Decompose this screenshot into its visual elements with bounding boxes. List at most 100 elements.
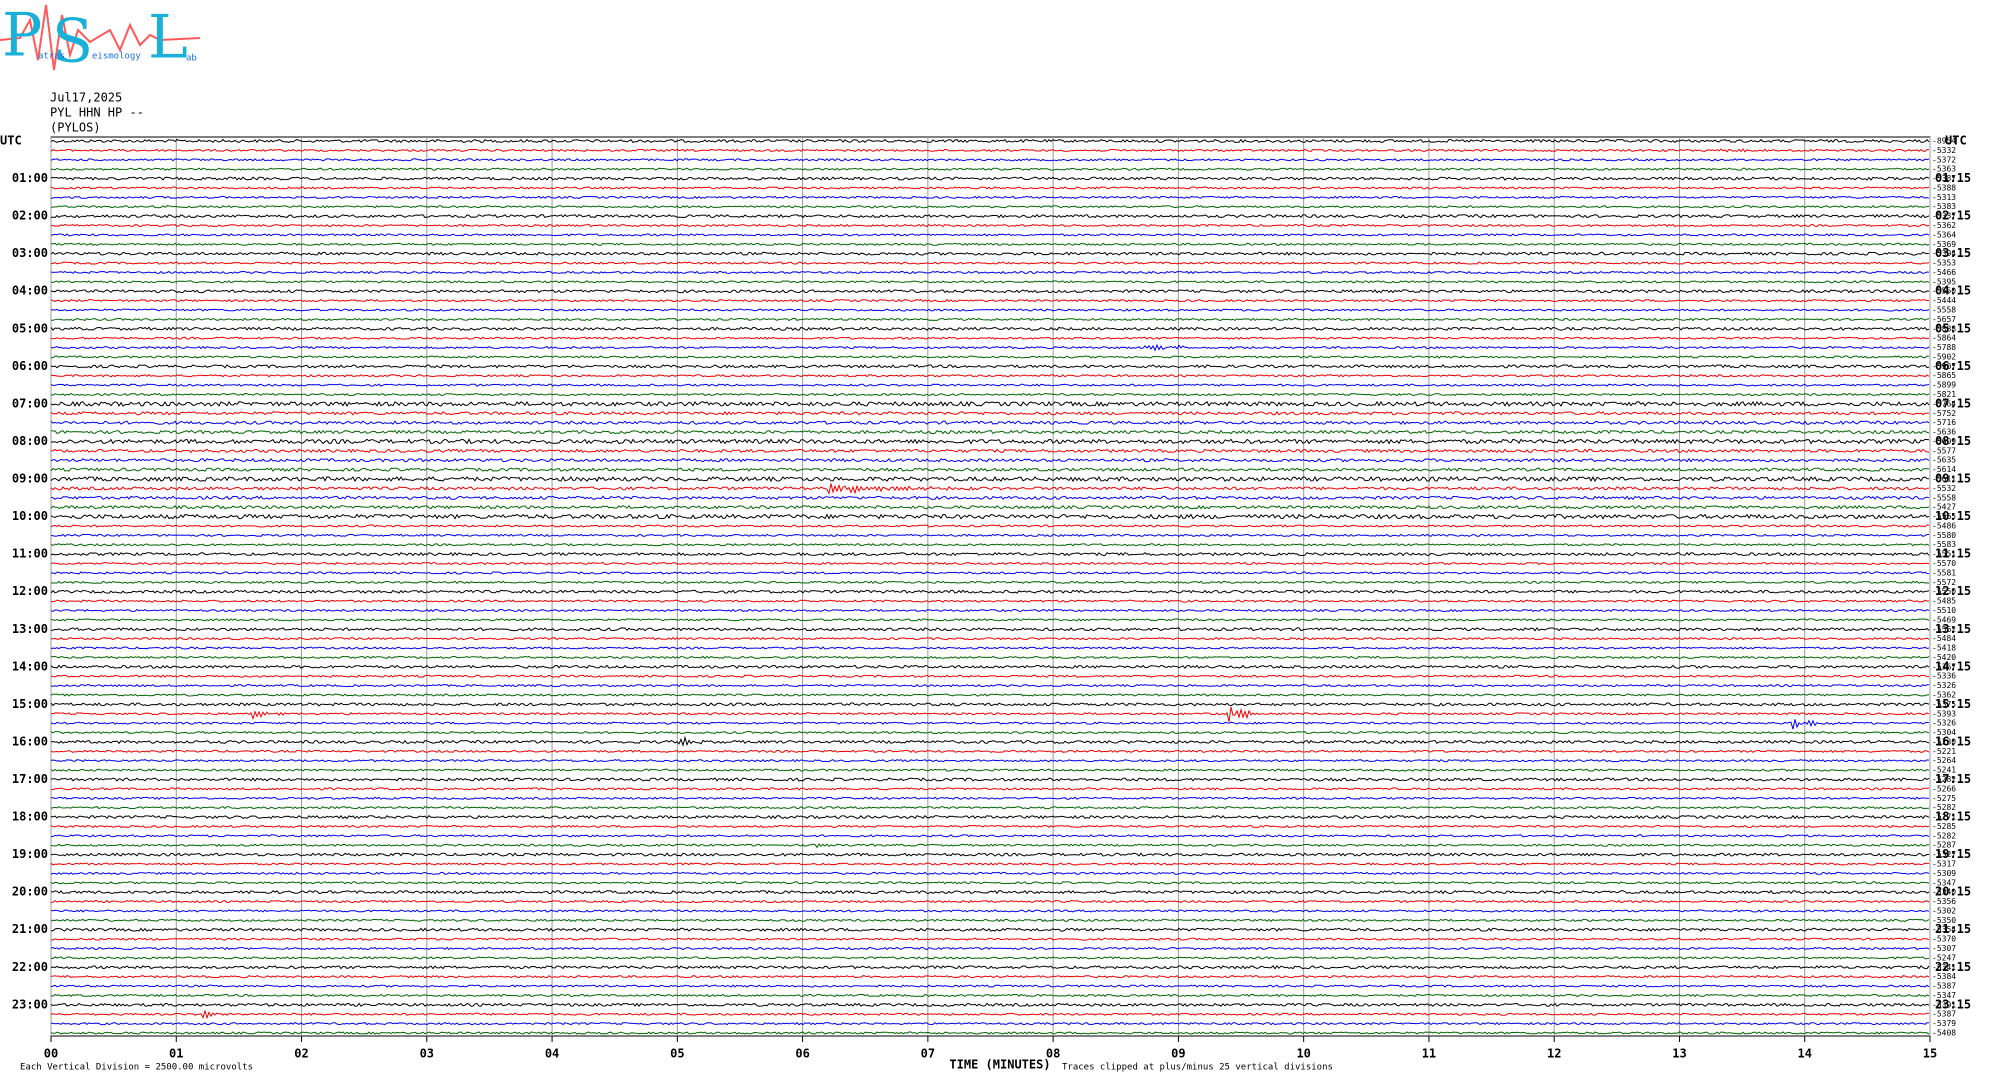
trace [50,223,1930,228]
trace-offset: -5353 [1932,259,1956,268]
trace-offset: -5657 [1932,315,1956,324]
trace [50,956,1930,960]
trace [50,495,1930,501]
scale-note: Each Vertical Division = 2500.00 microvo… [20,1063,253,1073]
trace-offset: -5363 [1932,165,1956,174]
place: (PYLOS) [50,121,101,135]
trace [50,796,1930,800]
trace [50,138,1930,144]
clip-note: Traces clipped at plus/minus 25 vertical… [1062,1063,1333,1073]
trace-offset: -5313 [1932,193,1956,202]
trace-offset: -5285 [1932,822,1956,831]
trace [50,242,1930,246]
trace [50,890,1930,895]
hour-label: 23:00 [12,997,48,1011]
trace-offset: -5379 [1932,1019,1956,1028]
trace-offset: -5395 [1932,277,1956,286]
trace-offset: -5384 [1932,972,1956,981]
trace-offset: -5391 [1932,1000,1956,1009]
trace-offset: -5375 [1932,700,1956,709]
hour-label: 07:15 [1935,396,1971,410]
hour-label: 17:00 [12,772,48,786]
trace [50,735,1930,748]
hour-label: 09:00 [12,472,48,486]
trace [50,965,1930,970]
hour-label: 19:00 [12,847,48,861]
station: PYL HHN HP -- [50,106,144,120]
trace-offset: -5752 [1932,409,1956,418]
trace [50,483,1930,495]
trace [50,759,1930,763]
trace [50,927,1930,932]
trace-offset: -5764 [1932,399,1956,408]
trace-offset: -5282 [1932,831,1956,840]
hour-label: 12:15 [1935,584,1971,598]
trace-offset: -5821 [1932,390,1956,399]
x-tick-label: 04 [545,1047,559,1061]
trace [50,270,1930,275]
trace [50,176,1930,181]
trace-offset: -5367 [1932,662,1956,671]
hour-label: 09:15 [1935,472,1971,486]
trace-offset: -5577 [1932,446,1956,455]
trace [50,561,1930,566]
trace-offset: -5581 [1932,568,1956,577]
hour-label: 12:00 [12,584,48,598]
trace-offset: -5444 [1932,296,1956,305]
trace-offset: -5326 [1932,719,1956,728]
utc-left: UTC [0,134,22,148]
hour-label: 17:15 [1935,772,1971,786]
date: Jul17,2025 [50,91,122,105]
trace [50,336,1930,340]
x-tick-label: 11 [1422,1047,1436,1061]
trace [51,706,1930,722]
hour-label: 07:00 [12,396,48,410]
trace [50,457,1930,463]
trace-offset: -5636 [1932,428,1956,437]
trace-offset: -5583 [1932,540,1956,549]
trace-offset: -5550 [1932,287,1956,296]
trace [50,674,1930,678]
hour-label: 16:00 [12,734,48,748]
trace [50,158,1930,162]
trace [50,186,1930,190]
trace [50,787,1930,791]
trace-offset: -5387 [1932,174,1956,183]
hour-label: 04:15 [1935,284,1971,298]
hour-label: 08:00 [12,434,48,448]
hour-label: 01:15 [1935,171,1971,185]
trace-offset: -5864 [1932,334,1956,343]
trace-offset: -5907 [1932,362,1956,371]
trace [50,871,1930,876]
x-tick-label: 13 [1672,1047,1686,1061]
trace-offset: -5347 [1932,991,1956,1000]
trace-offset: -5427 [1932,503,1956,512]
trace [50,280,1930,284]
trace [50,420,1930,426]
trace-offset: -5317 [1932,859,1956,868]
trace [51,438,1930,445]
x-tick-label: 01 [169,1047,183,1061]
trace-offset: -5230 [1932,737,1956,746]
trace [50,1009,1929,1020]
trace [50,167,1930,171]
x-tick-label: 10 [1296,1047,1310,1061]
hour-label: 15:00 [12,697,48,711]
hour-label: 22:00 [12,960,48,974]
trace-offset: -5388 [1932,183,1956,192]
trace-offset: -5347 [1932,878,1956,887]
trace-offset: -5510 [1932,606,1956,615]
hour-label: 22:15 [1935,960,1971,974]
logo-word: atras [38,52,65,62]
trace [50,308,1930,312]
trace [50,205,1930,209]
trace [50,627,1930,632]
trace [50,467,1930,472]
trace-offset: -5287 [1932,841,1956,850]
trace-offset: -5558 [1932,493,1956,502]
trace-offset: -5302 [1932,906,1956,915]
trace [50,1021,1930,1026]
trace-offset: -5372 [1932,155,1956,164]
trace-offset: -5387 [1932,1010,1956,1019]
hour-label: 13:00 [12,622,48,636]
